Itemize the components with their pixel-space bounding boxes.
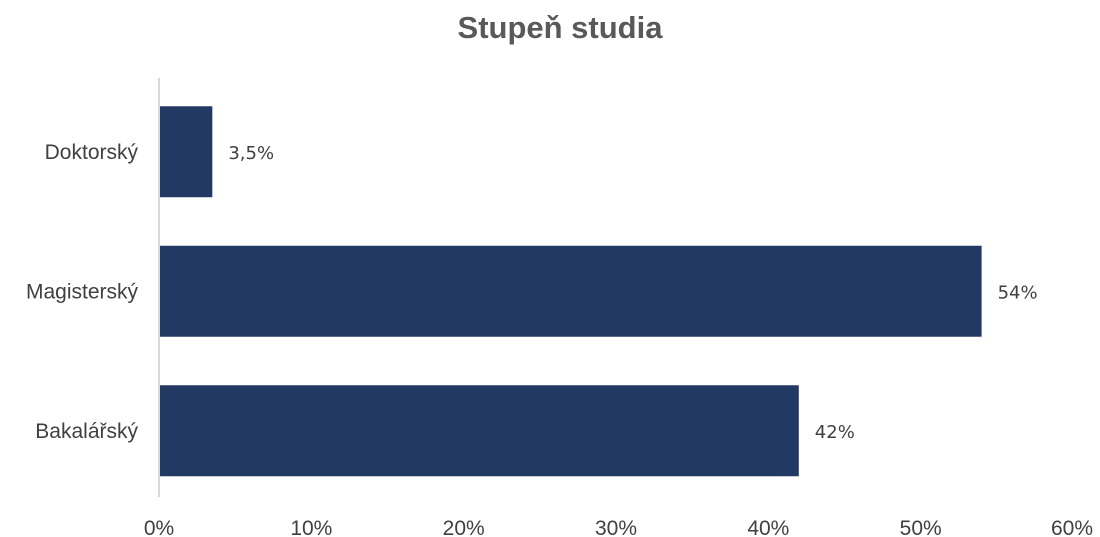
category-label-magistersky: Magisterský <box>26 280 139 303</box>
category-label-doktorsky: Doktorský <box>45 141 139 164</box>
bar-magistersky <box>160 245 982 337</box>
x-tick-label-30pct: 30% <box>595 517 637 537</box>
x-tick-label-40pct: 40% <box>747 517 789 537</box>
bar-doktorsky <box>160 106 213 198</box>
x-tick-label-50pct: 50% <box>900 517 942 537</box>
x-tick-label-20pct: 20% <box>443 517 485 537</box>
data-label-magistersky: 54% <box>998 282 1038 303</box>
data-label-bakalarsky: 42% <box>815 422 855 443</box>
category-label-bakalarsky: Bakalářský <box>35 420 138 443</box>
x-tick-label-60pct: 60% <box>1051 517 1093 537</box>
data-label-doktorsky: 3,5% <box>228 143 274 164</box>
chart-title: Stupeň studia <box>457 10 663 45</box>
x-tick-label-0pct: 0% <box>144 517 174 537</box>
x-tick-label-10pct: 10% <box>290 517 332 537</box>
bar-bakalarsky <box>160 385 799 477</box>
